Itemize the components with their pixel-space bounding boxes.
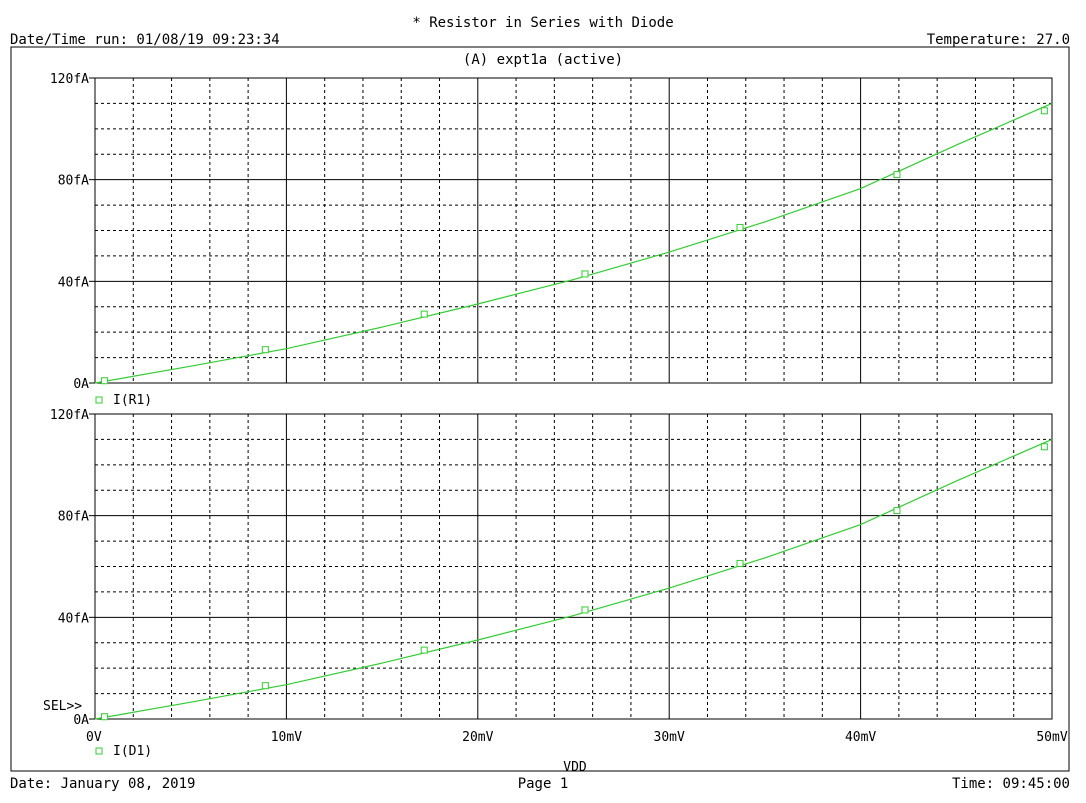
data-point-marker [893, 507, 901, 515]
legend-label: I(D1) [113, 744, 152, 759]
date-time-run: Date/Time run: 01/08/19 09:23:34 [10, 32, 280, 48]
y-tick-label: 120fA [50, 72, 89, 87]
footer-date: Date: January 08, 2019 [10, 776, 196, 792]
plot-1: 0A 40fA 80fA 120fA I(R1) [50, 72, 1053, 408]
sel-marker: SEL>> [43, 699, 82, 714]
data-point-marker [736, 559, 744, 567]
y-tick-label: 0A [73, 713, 89, 728]
x-tick-label: 0V [86, 730, 102, 745]
plot-title: * Resistor in Series with Diode [412, 15, 674, 31]
y-tick-label: 40fA [58, 611, 89, 626]
temperature: Temperature: 27.0 [926, 32, 1070, 48]
x-tick-label: 50mV [1036, 730, 1067, 745]
y-tick-label: 120fA [50, 408, 89, 423]
x-tick-label: 30mV [654, 730, 685, 745]
series-line [94, 102, 1053, 384]
data-point-marker [101, 377, 109, 385]
data-point-marker [101, 713, 109, 721]
plot-frame [94, 413, 1053, 720]
plot-2: 0A 40fA 80fA 120fA 0V 10mV 20mV 30mV 40mV 50mV I(D… [50, 408, 1068, 759]
data-point-marker [420, 646, 428, 654]
series-line [94, 438, 1053, 720]
plot-frame [94, 77, 1053, 384]
footer-time: Time: 09:45:00 [951, 776, 1070, 792]
y-tick-label: 80fA [58, 510, 89, 525]
x-tick-label: 40mV [845, 730, 876, 745]
y-tick-label: 40fA [58, 275, 89, 290]
legend-marker [95, 396, 103, 404]
outer-frame [10, 46, 1070, 772]
x-axis-label: VDD [563, 760, 587, 775]
legend-marker [95, 747, 103, 755]
y-tick-label: 80fA [58, 174, 89, 189]
data-point-marker [1040, 107, 1048, 115]
y-tick-label: 0A [73, 377, 89, 392]
data-point-marker [581, 606, 589, 614]
plot-subtitle: (A) expt1a (active) [462, 52, 624, 68]
data-point-marker [1040, 443, 1048, 451]
x-tick-label: 10mV [271, 730, 302, 745]
data-point-marker [581, 270, 589, 278]
data-point-marker [736, 223, 744, 231]
data-point-marker [261, 346, 269, 354]
data-point-marker [893, 171, 901, 179]
x-tick-label: 20mV [462, 730, 493, 745]
data-point-marker [261, 682, 269, 690]
legend-label: I(R1) [113, 393, 152, 408]
data-point-marker [420, 310, 428, 318]
footer-page: Page 1 [517, 776, 569, 792]
